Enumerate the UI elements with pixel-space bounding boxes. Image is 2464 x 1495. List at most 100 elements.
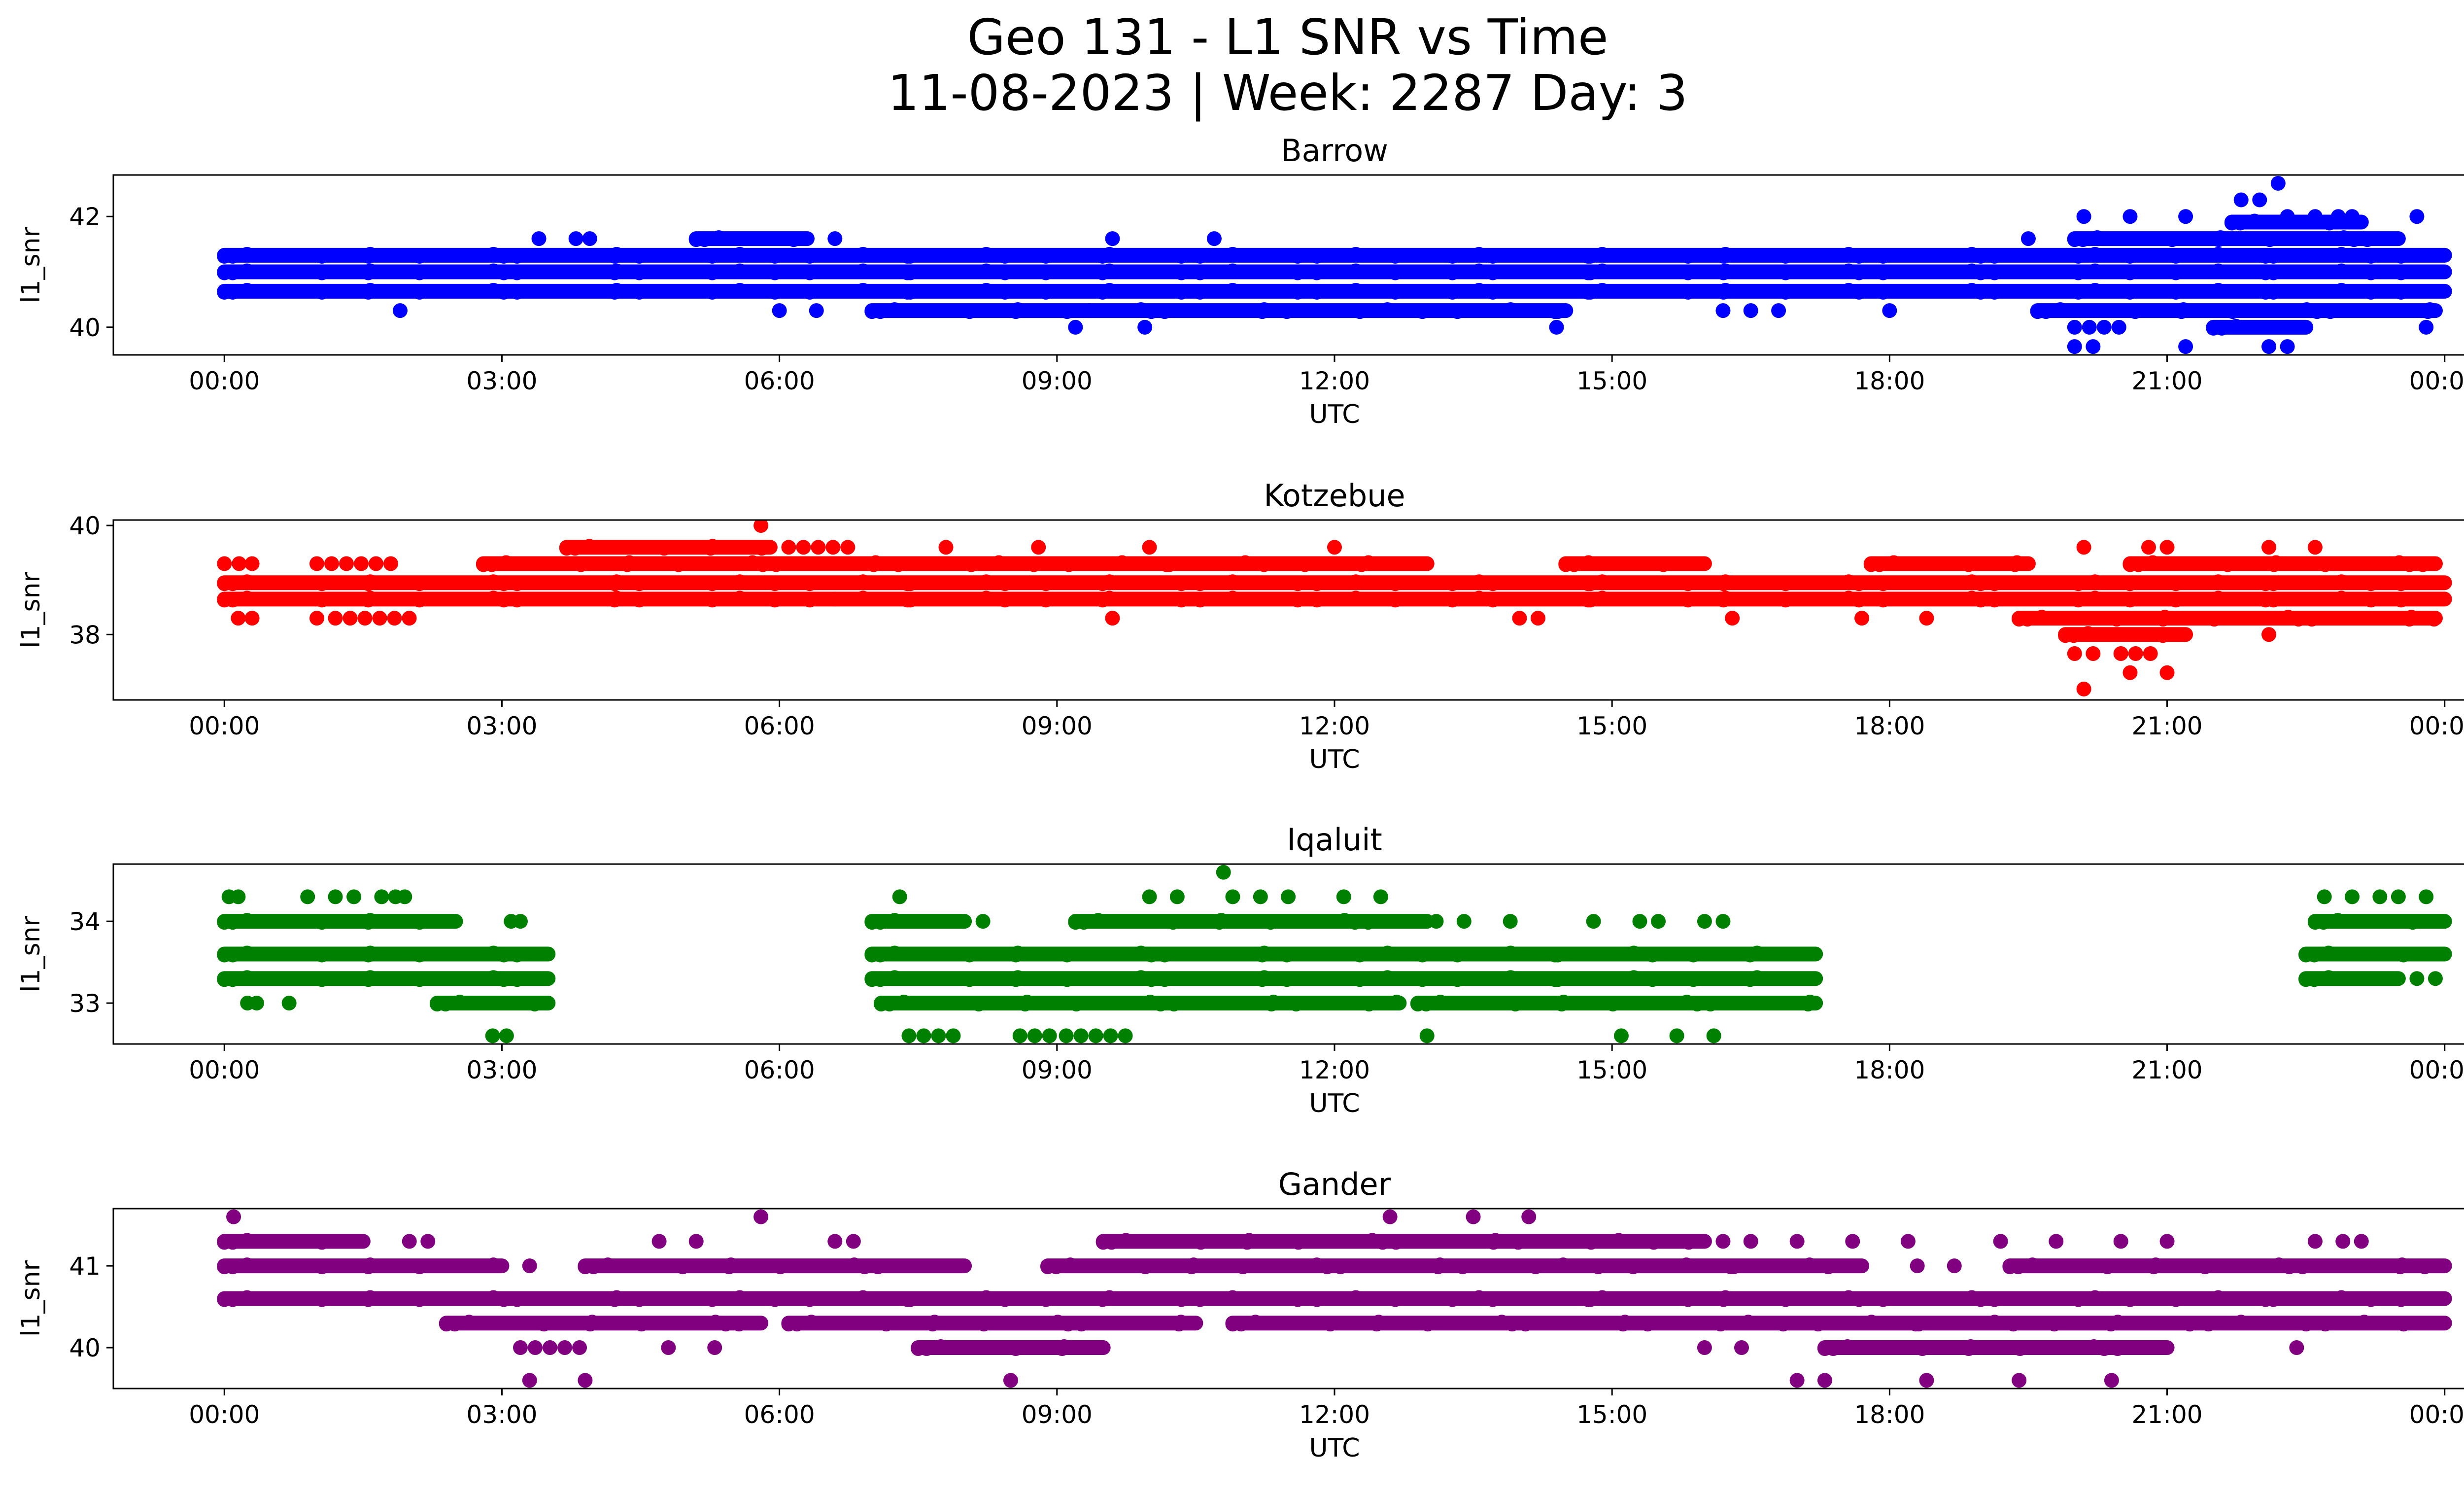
scatter-point	[1987, 265, 2002, 280]
scatter-point	[1882, 303, 1897, 318]
scatter-point	[2307, 209, 2323, 224]
scatter-point	[363, 913, 378, 928]
scatter-point	[2233, 192, 2249, 208]
scatter-point	[2307, 540, 2323, 555]
scatter-point	[946, 1028, 961, 1043]
x-tick-label: 18:00	[1854, 367, 1925, 395]
scatter-point	[1789, 1373, 1805, 1388]
scatter-point	[767, 284, 783, 300]
scatter-point	[531, 231, 547, 246]
scatter-point	[1680, 284, 1696, 300]
scatter-point	[1686, 947, 1701, 963]
scatter-point	[2225, 304, 2240, 319]
scatter-point	[827, 591, 843, 607]
scatter-point	[486, 591, 501, 606]
scatter-point	[1371, 1315, 1386, 1330]
subplot-panels: Barrow 00:00 03:00 06:00 09:00 12:00 15:00 18:0…	[16, 133, 2464, 1463]
scatter-point	[240, 1257, 255, 1273]
scatter-point	[2122, 265, 2138, 280]
scatter-point	[1567, 557, 1582, 572]
scatter-point	[1580, 576, 1596, 591]
scatter-point	[997, 265, 1013, 280]
scatter-point	[1961, 557, 1976, 572]
scatter-point	[582, 231, 597, 246]
scatter-point	[240, 591, 255, 606]
scatter-point	[1082, 303, 1097, 318]
scatter-point	[1073, 1028, 1089, 1043]
scatter-point	[991, 555, 1006, 570]
scatter-point	[1031, 540, 1046, 555]
scatter-point	[225, 1292, 240, 1307]
scatter-point	[1626, 1259, 1641, 1275]
scatter-point	[567, 541, 582, 556]
scatter-point	[1466, 1209, 1481, 1224]
scatter-point	[1388, 576, 1403, 591]
scatter-points	[217, 865, 2452, 1043]
scatter-point	[2396, 1317, 2411, 1332]
scatter-point-band	[217, 283, 2452, 299]
scatter-point	[651, 1234, 667, 1249]
scatter-point	[768, 557, 784, 572]
x-tick-label: 09:00	[1022, 712, 1093, 740]
scatter-point	[1706, 1028, 1721, 1043]
scatter-point	[2318, 1317, 2333, 1332]
scatter-point	[2047, 1317, 2062, 1332]
scatter-point	[2391, 889, 2406, 904]
scatter-point	[1605, 997, 1620, 1012]
scatter-point	[2168, 284, 2184, 300]
scatter-point	[2289, 1340, 2304, 1356]
scatter-point	[997, 576, 1013, 591]
scatter-point	[1038, 1292, 1054, 1307]
scatter-point	[2299, 302, 2314, 317]
scatter-point	[1802, 995, 1817, 1010]
x-tick-label: 00:00	[2409, 367, 2464, 395]
scatter-point	[1503, 914, 1518, 929]
y-tick-label: 40	[69, 313, 101, 342]
scatter-point	[2211, 263, 2226, 278]
scatter-point	[767, 248, 783, 264]
scatter-point	[1472, 591, 1487, 606]
scatter-point	[543, 1340, 557, 1356]
scatter-point	[962, 972, 977, 987]
scatter-point	[1118, 1233, 1133, 1248]
scatter-point-band	[217, 591, 2452, 607]
scatter-point	[1776, 1317, 1791, 1332]
scatter-point	[2067, 339, 2082, 354]
scatter-point	[573, 557, 588, 572]
scatter-point	[1290, 284, 1305, 300]
scatter-point	[827, 1234, 843, 1249]
scatter-point	[1248, 1315, 1263, 1330]
scatter-point	[1872, 557, 1887, 572]
scatter-point	[2330, 913, 2345, 928]
scatter-point	[1703, 997, 1718, 1012]
scatter-point	[1186, 1257, 1201, 1273]
scatter-point	[962, 947, 977, 963]
x-tick-label: 03:00	[466, 1400, 537, 1429]
scatter-point	[1450, 947, 1465, 963]
scatter-point	[1257, 945, 1272, 961]
scatter-point	[586, 1259, 601, 1275]
scatter-point	[2110, 1315, 2125, 1330]
scatter-point	[412, 284, 427, 300]
scatter-point	[1142, 540, 1157, 555]
scatter-point	[711, 230, 726, 245]
scatter-point	[1531, 611, 1545, 626]
scatter-point	[1778, 592, 1793, 608]
scatter-point	[2067, 646, 2082, 661]
scatter-point	[240, 574, 255, 590]
x-tick-label: 09:00	[1022, 1400, 1093, 1429]
scatter-point	[374, 889, 389, 904]
scatter-point	[1388, 592, 1403, 608]
scatter-point	[1225, 246, 1240, 262]
scatter-point	[2088, 282, 2103, 298]
scatter-point	[2270, 175, 2286, 191]
scatter-point	[1241, 1233, 1257, 1248]
scatter-point	[1581, 555, 1596, 570]
scatter-point	[1472, 574, 1487, 590]
scatter-point	[2148, 1257, 2163, 1273]
scatter-point	[339, 556, 354, 571]
scatter-point	[901, 1028, 917, 1043]
scatter-point	[1726, 1259, 1742, 1275]
scatter-point	[2207, 612, 2222, 627]
scatter-point	[1059, 1028, 1074, 1043]
